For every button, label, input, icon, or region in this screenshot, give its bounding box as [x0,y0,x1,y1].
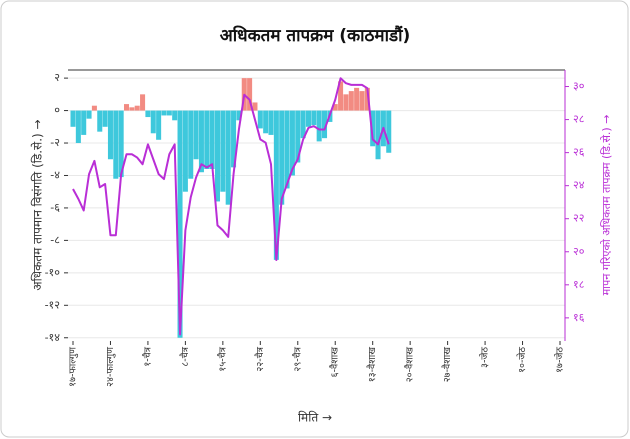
bar [140,94,146,111]
bar [81,110,87,135]
bar [198,110,204,173]
y2-tick-label: २४ [573,179,585,192]
bar [107,110,113,160]
bar [370,110,376,147]
bar [204,110,210,169]
bar [338,81,344,111]
y-tick-label: -४ [50,168,60,181]
bar [295,110,301,163]
bar [91,105,97,111]
x-tick-label: २४-फाल्गुण [105,347,116,387]
bar [284,110,290,189]
bar [343,94,349,111]
y2-tick-label: १६ [573,311,585,324]
bar [273,110,279,260]
bar [172,110,178,121]
bar [252,102,258,111]
bar [231,110,237,168]
y-tick-label: -१४ [45,331,61,344]
y-axis-label: अधिकतम तापमान विसंगति (डि.से.) → [31,119,45,290]
x-tick-label: ३-जेठ [479,347,491,368]
x-tick-label: १३-वैशाख [366,347,378,383]
bar [375,110,381,160]
x-tick-label: २७-वैशाख [441,347,453,383]
y-tick-label: -८ [50,233,60,246]
y2-tick-label: १८ [573,278,585,291]
y-tick-label: -२ [50,136,60,149]
bar [86,110,92,119]
x-tick-label: १०-जेठ [516,347,528,373]
x-axis-label: मिति → [298,411,332,425]
bar [129,107,135,111]
x-tick-label: ६-वैशाख [329,347,341,378]
bar [225,110,231,205]
x-tick-label: २९-चैत्र [291,346,303,371]
bar [322,110,328,139]
bar [182,110,188,192]
bar [279,110,285,205]
bar [332,104,338,111]
bar [316,110,322,142]
x-tick-label: २२-चैत्र [254,346,266,371]
bar [289,110,295,176]
bar [70,110,76,127]
bar [354,87,360,111]
y-tick-label: -१० [45,266,61,279]
bar [193,110,199,160]
bar [150,110,156,134]
bar [257,110,263,129]
bar [268,110,274,135]
y2-tick-label: २८ [573,113,585,126]
x-tick-label: १७-जेठ [554,347,566,373]
bar [124,104,130,111]
bar [161,110,167,116]
y2-axis-label: मापन गरिएको अधिकतम तापक्रम (डि.से.) → [600,115,613,296]
y2-tick-label: २० [573,245,585,258]
bar [209,110,215,169]
bar [305,110,311,127]
y-tick-label: -६ [50,201,60,214]
y2-tick-label: २२ [573,212,584,225]
bar [97,110,103,132]
bar [386,110,392,153]
bar [113,110,119,179]
bar [134,105,140,111]
bar [348,91,354,111]
bar [102,110,108,127]
bar [177,110,183,338]
bar [220,110,226,192]
bar [236,110,242,121]
bar [188,110,194,179]
chart-title: अधिकतम तापक्रम (काठमाडौं) [220,25,411,46]
y2-tick-label: ३० [573,80,585,93]
bar [247,78,253,111]
bar [166,110,172,116]
y2-tick-label: २६ [573,146,585,159]
bar [156,110,162,140]
bar [214,110,221,202]
y-tick-label: २ [54,71,60,84]
line [72,77,390,336]
x-tick-label: १-चैत्र [141,346,153,366]
bar [75,110,81,144]
bar [364,87,370,111]
bar [118,110,124,178]
y-tick-label: -१२ [45,298,60,311]
bar [263,110,269,134]
y-tick-label: ० [54,104,60,117]
x-tick-label: २०-वैशाख [404,347,416,383]
bar [311,110,317,126]
bar [300,110,306,139]
bar [359,91,365,111]
x-tick-label: ८-चैत्र [179,346,191,366]
x-tick-label: १५-चैत्र [216,346,228,371]
bar [145,110,151,118]
x-tick-label: १७-फाल्गुण [68,347,79,387]
